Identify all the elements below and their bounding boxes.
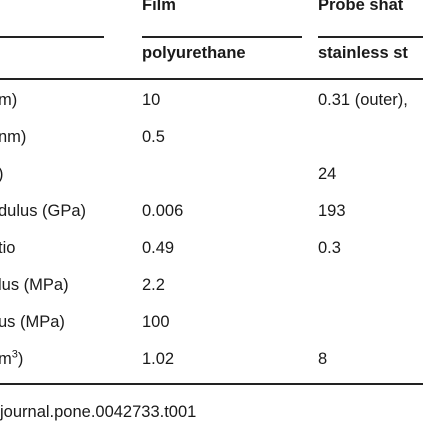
subheader-probe-material: stainless st <box>318 44 408 62</box>
row-label: ) <box>0 164 4 184</box>
row-label: us (MPa) <box>0 313 65 331</box>
probe-value: 0.31 (outer), <box>318 91 408 109</box>
film-value: 0.49 <box>142 239 175 257</box>
film-value: 2.2 <box>142 276 165 294</box>
table-bottom-rule <box>0 383 423 385</box>
table-head-bottom-rule <box>0 78 423 80</box>
probe-value: 193 <box>318 202 346 220</box>
row-label: tio <box>0 239 16 257</box>
table-header-probe-shaft: Probe shat <box>318 0 404 14</box>
film-value: 100 <box>142 313 170 331</box>
row-label: nm) <box>0 128 27 146</box>
superscript: 3 <box>11 348 18 361</box>
table-doi-footer: journal.pone.0042733.t001 <box>0 403 197 421</box>
row-label: m) <box>0 91 18 109</box>
probe-value: 0.3 <box>318 239 341 257</box>
subheader-film-material: polyurethane <box>142 44 246 62</box>
row-label: lus (MPa) <box>0 276 69 294</box>
row-label: m3) <box>0 348 24 368</box>
film-value: 10 <box>142 91 161 109</box>
header-underline-probe <box>318 36 423 38</box>
film-value: 1.02 <box>142 350 175 368</box>
row-label: dulus (GPa) <box>0 202 87 220</box>
film-value: 0.5 <box>142 128 165 146</box>
table-header-film: Film <box>142 0 176 14</box>
probe-value: 8 <box>318 350 328 368</box>
probe-value: 24 <box>318 165 337 183</box>
header-underline-left <box>0 36 104 38</box>
header-underline-film <box>142 36 302 38</box>
film-value: 0.006 <box>142 202 184 220</box>
